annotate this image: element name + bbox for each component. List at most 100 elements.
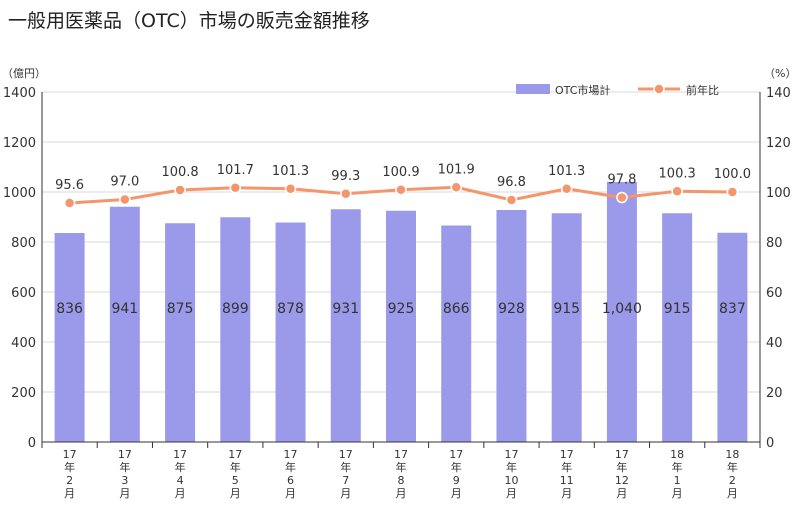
line-data-label: 101.3	[548, 164, 585, 179]
x-tick-label: 17	[394, 448, 408, 461]
x-tick-label: 月	[396, 487, 407, 500]
x-tick-label: 月	[64, 487, 75, 500]
legend-label-yoy: 前年比	[686, 83, 719, 97]
line-data-label: 95.6	[55, 178, 84, 193]
y-tick-label-right: 80	[766, 236, 783, 251]
bar-data-label: 875	[167, 301, 194, 317]
bar-data-label: 866	[443, 301, 470, 317]
bar-data-label: 931	[332, 301, 359, 317]
line-data-label: 96.8	[497, 175, 526, 190]
y-tick-label-left: 200	[11, 386, 36, 401]
y-tick-label-left: 800	[11, 236, 36, 251]
line-data-label: 100.0	[714, 167, 751, 182]
y-axis-unit-right: （%）	[764, 67, 796, 80]
y-tick-label-left: 600	[11, 286, 36, 301]
x-tick-label: 年	[175, 460, 186, 474]
y-tick-label-right: 120	[766, 136, 791, 151]
line-point-yoy	[395, 184, 407, 196]
line-data-label: 101.7	[217, 163, 254, 178]
bar-data-label: 836	[56, 301, 83, 317]
x-tick-label: 年	[340, 460, 351, 474]
bar-data-label: 928	[498, 301, 525, 317]
x-tick-label: 18	[725, 448, 739, 461]
x-tick-label: 年	[230, 460, 241, 474]
line-data-label: 100.8	[161, 165, 198, 180]
x-tick-label: 10	[504, 474, 518, 487]
x-tick-label: 4	[177, 474, 184, 487]
x-tick-label: 1	[674, 474, 681, 487]
x-tick-label: 18	[670, 448, 684, 461]
x-tick-label: 月	[285, 487, 296, 500]
line-data-label: 97.8	[607, 173, 636, 188]
y-tick-label-right: 60	[766, 286, 783, 301]
x-tick-label: 年	[561, 460, 572, 474]
x-tick-label: 17	[504, 448, 518, 461]
x-tick-label: 7	[342, 474, 349, 487]
legend-label-otc-total: OTC市場計	[555, 83, 610, 97]
x-tick-label: 17	[339, 448, 353, 461]
x-tick-label: 11	[560, 474, 574, 487]
y-axis-unit-left: （億円）	[2, 67, 46, 80]
x-tick-label: 月	[340, 487, 351, 500]
bar-otc-total	[54, 233, 85, 442]
x-tick-label: 月	[506, 487, 517, 500]
x-tick-label: 年	[616, 460, 627, 474]
bar-otc-total	[386, 210, 416, 442]
line-data-label: 100.3	[659, 166, 696, 181]
line-point-yoy	[616, 191, 628, 204]
x-tick-label: 6	[287, 474, 294, 487]
x-tick-label: 年	[285, 460, 296, 474]
bar-otc-total	[662, 213, 693, 442]
y-tick-label-right: 100	[766, 186, 791, 201]
line-data-label: 101.3	[272, 164, 309, 179]
bar-data-label: 915	[553, 301, 580, 317]
bar-otc-total	[717, 232, 748, 442]
chart-title: 一般用医薬品（OTC）市場の販売金額推移	[8, 10, 370, 32]
x-tick-label: 17	[63, 448, 77, 461]
y-tick-label-left: 1000	[3, 186, 36, 201]
x-tick-label: 17	[560, 448, 574, 461]
y-tick-label-left: 1400	[3, 86, 36, 101]
bar-data-label: 941	[111, 301, 138, 317]
line-point-yoy	[560, 183, 573, 195]
line-point-yoy	[63, 197, 76, 209]
x-tick-label: 5	[232, 474, 239, 487]
x-tick-label: 年	[119, 460, 130, 474]
x-tick-label: 17	[228, 448, 242, 461]
y-tick-label-left: 400	[11, 336, 36, 351]
x-tick-label: 月	[230, 487, 241, 500]
bar-otc-total	[330, 209, 361, 442]
bar-otc-total	[551, 213, 582, 442]
x-tick-label: 月	[561, 487, 572, 500]
y-tick-label-right: 0	[766, 436, 774, 451]
x-tick-label: 年	[451, 460, 462, 474]
bar-data-label: 1,040	[602, 301, 642, 317]
x-tick-label: 年	[64, 460, 75, 474]
x-tick-label: 3	[121, 474, 128, 487]
x-tick-label: 月	[616, 487, 627, 500]
x-tick-label: 17	[615, 448, 629, 461]
y-tick-label-left: 1200	[3, 136, 36, 151]
line-point-yoy	[450, 181, 462, 193]
x-tick-label: 月	[119, 487, 130, 500]
bar-otc-total	[275, 222, 306, 442]
x-tick-label: 17	[173, 448, 187, 461]
legend-marker-yoy	[653, 83, 665, 95]
x-tick-label: 17	[118, 448, 132, 461]
line-point-yoy	[671, 185, 683, 197]
x-tick-label: 17	[449, 448, 463, 461]
x-tick-label: 年	[727, 460, 738, 474]
bar-data-label: 878	[277, 301, 304, 317]
bar-otc-total	[441, 225, 472, 442]
y-tick-label-right: 20	[766, 386, 783, 401]
x-tick-label: 8	[398, 474, 405, 487]
x-tick-label: 年	[396, 460, 407, 474]
bar-data-label: 925	[388, 301, 415, 317]
x-tick-label: 年	[506, 460, 517, 474]
bar-data-label: 837	[719, 301, 746, 317]
y-tick-label-left: 0	[28, 436, 36, 451]
line-point-yoy	[229, 182, 242, 194]
line-data-label: 100.9	[382, 165, 419, 180]
legend-swatch-otc-total	[516, 84, 550, 94]
